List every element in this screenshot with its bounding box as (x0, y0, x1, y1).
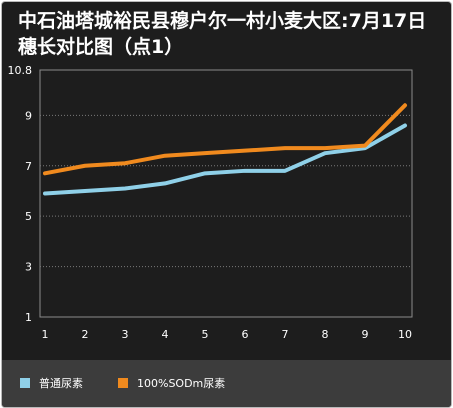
line-chart: 10.8 9 7 5 3 1 1 2 3 4 5 6 7 8 9 10 (8, 64, 413, 341)
y-axis-ticks: 10.8 9 7 5 3 1 (8, 64, 33, 324)
legend-swatch-series-2 (118, 378, 128, 388)
legend-swatch-series-1 (20, 378, 30, 388)
x-tick-label: 10 (398, 328, 412, 341)
y-tick-label: 9 (25, 109, 32, 122)
chart-title: 中石油塔城裕民县穆户尔一村小麦大区:7月17日穗长对比图（点1） (18, 10, 427, 58)
legend-item-series-1[interactable]: 普通尿素 (20, 376, 83, 390)
x-tick-label: 9 (362, 328, 369, 341)
x-tick-label: 7 (282, 328, 289, 341)
x-tick-label: 8 (322, 328, 329, 341)
series-line-1[interactable] (43, 123, 407, 196)
x-tick-label: 2 (82, 328, 89, 341)
x-tick-label: 5 (202, 328, 209, 341)
x-tick-label: 1 (42, 328, 49, 341)
y-tick-label: 10.8 (8, 64, 33, 77)
x-tick-label: 4 (162, 328, 169, 341)
x-tick-label: 6 (242, 328, 249, 341)
y-tick-label: 5 (25, 210, 32, 223)
y-tick-label: 7 (25, 160, 32, 173)
plot-area-border (39, 69, 413, 318)
legend-label-series-1: 普通尿素 (39, 377, 83, 390)
x-tick-label: 3 (122, 328, 129, 341)
grid-lines (40, 114, 412, 268)
series-lines (43, 103, 407, 196)
x-axis-ticks: 1 2 3 4 5 6 7 8 9 10 (42, 328, 413, 341)
legend: 普通尿素 100%SODm尿素 (2, 360, 451, 407)
legend-item-series-2[interactable]: 100%SODm尿素 (118, 376, 225, 390)
series-line-2[interactable] (43, 103, 407, 176)
y-tick-label: 3 (25, 261, 32, 274)
legend-label-series-2: 100%SODm尿素 (137, 377, 226, 390)
y-tick-label: 1 (25, 311, 32, 324)
